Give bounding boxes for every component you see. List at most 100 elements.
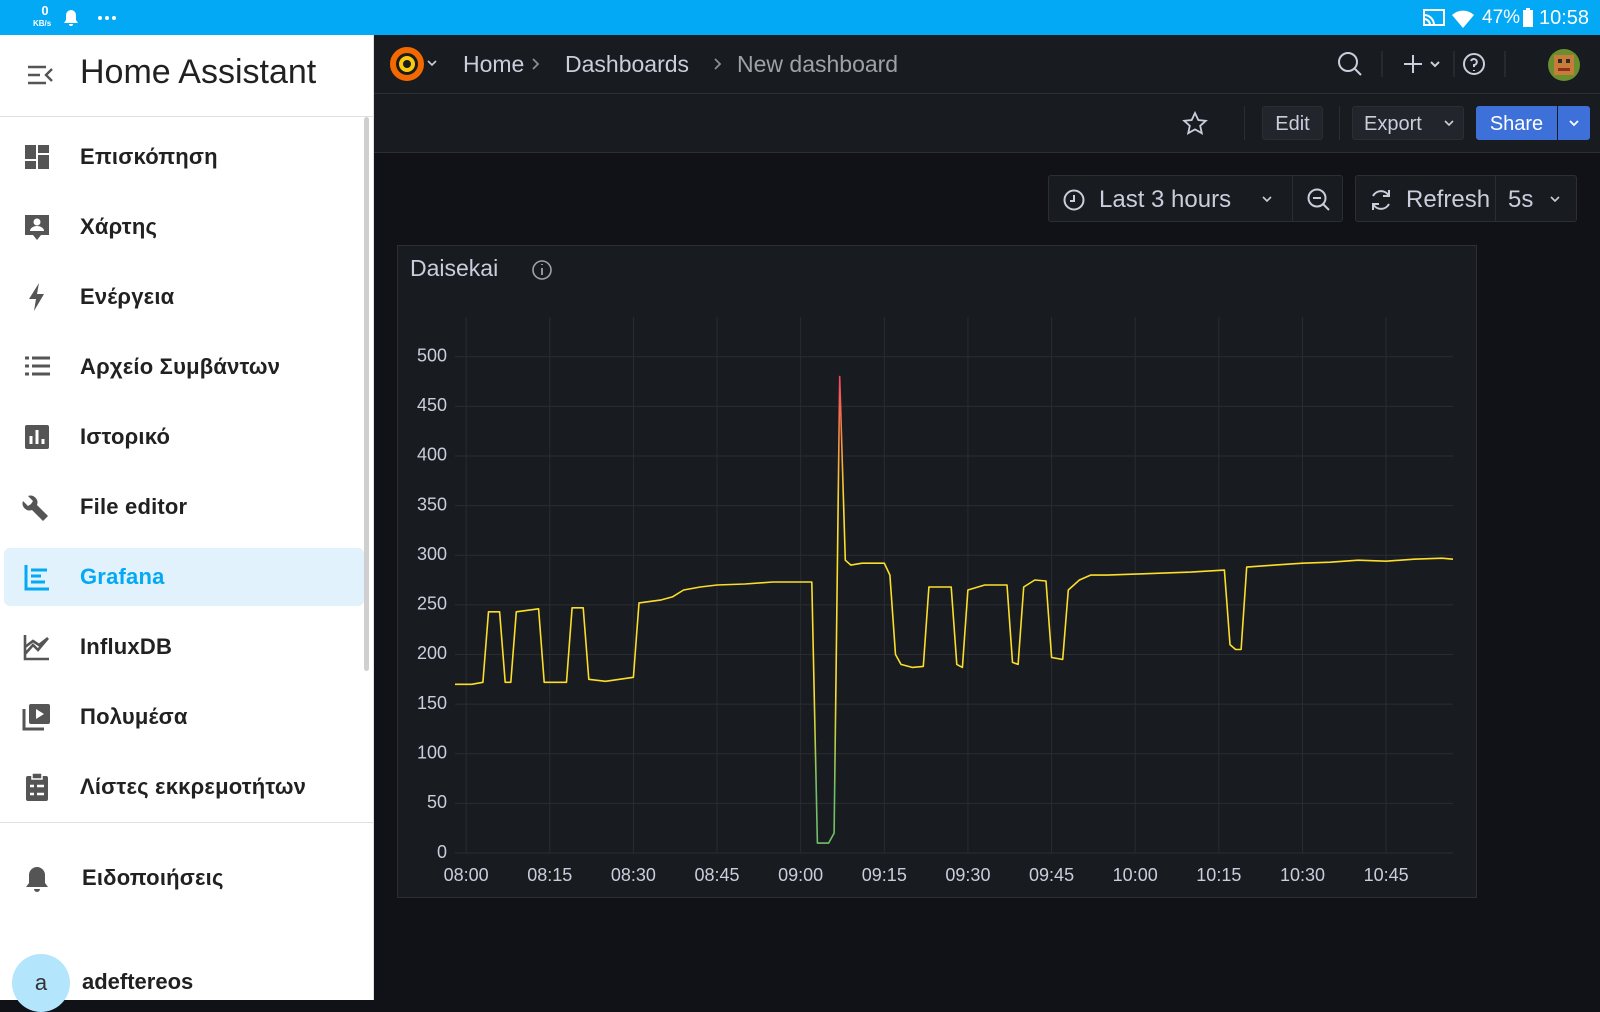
icon xyxy=(26,772,48,801)
clock-icon xyxy=(1063,189,1085,211)
x-tick-label: 08:45 xyxy=(695,865,740,885)
refresh-label: Refresh xyxy=(1406,186,1491,213)
zoom-out-button[interactable] xyxy=(1306,187,1332,213)
divider xyxy=(0,822,373,823)
panel: Daisekai 0 50 100 150 200 250 300 350 400 450 500 0… xyxy=(397,245,1477,898)
divider xyxy=(0,116,373,117)
x-tick-label: 09:00 xyxy=(778,865,823,885)
status-icons xyxy=(64,10,116,26)
breadcrumb[interactable]: Home xyxy=(463,51,525,77)
header-actions[interactable] xyxy=(1335,49,1585,79)
refresh-interval: 5s xyxy=(1508,186,1534,213)
nav-label: Επισκόπηση xyxy=(80,144,218,169)
refresh-icon xyxy=(1372,190,1390,210)
nav-label: Λίστες εκκρεμοτήτων xyxy=(80,774,307,799)
separator xyxy=(1244,106,1245,140)
time-range-picker[interactable]: Last 3 hours xyxy=(1048,175,1343,222)
export-label: Export xyxy=(1364,113,1422,135)
scrollbar xyxy=(364,117,369,671)
nav-label: Πολυμέσα xyxy=(80,704,188,729)
x-tick-label: 10:45 xyxy=(1364,865,1409,885)
nav-label: Ειδοποιήσεις xyxy=(82,865,224,890)
x-tick-label: 08:15 xyxy=(527,865,572,885)
y-tick-label: 500 xyxy=(417,345,447,365)
icon xyxy=(25,425,49,449)
nav-item[interactable]: Πολυμέσα xyxy=(4,688,364,746)
time-range-label: Last 3 hours xyxy=(1099,186,1232,213)
user-avatar[interactable]: a xyxy=(12,954,70,1012)
y-tick-label: 400 xyxy=(417,445,447,465)
separator xyxy=(1339,106,1340,140)
share-menu-button[interactable] xyxy=(1558,106,1590,140)
chevron-down xyxy=(1444,120,1454,127)
breadcrumb[interactable]: Dashboards xyxy=(565,51,690,77)
export-button[interactable]: Export xyxy=(1352,106,1464,140)
separator xyxy=(1292,176,1293,221)
chevron xyxy=(532,58,540,70)
chevron xyxy=(714,58,722,70)
cast-wifi-icons xyxy=(1423,9,1474,28)
x-tick-label: 10:30 xyxy=(1280,865,1325,885)
battery-icon xyxy=(1523,8,1533,27)
network-speed: 0 xyxy=(41,3,49,18)
network-unit: KB/s xyxy=(33,19,52,28)
nav-item[interactable]: File editor xyxy=(4,478,364,536)
nav-item[interactable]: Ενέργεια xyxy=(4,268,364,326)
icon xyxy=(25,215,49,240)
nav-item[interactable]: Χάρτης xyxy=(4,198,364,256)
chevron-down xyxy=(1262,196,1272,203)
y-tick-label: 450 xyxy=(417,395,447,415)
icon xyxy=(22,495,48,521)
nav-label: Χάρτης xyxy=(80,214,158,239)
nav-item[interactable]: Λίστες εκκρεμοτήτων xyxy=(4,758,364,816)
icon xyxy=(29,283,44,311)
icon xyxy=(25,145,49,169)
nav-item[interactable]: Επισκόπηση xyxy=(4,128,364,186)
nav-item[interactable]: Ιστορικό xyxy=(4,408,364,466)
x-tick-label: 08:30 xyxy=(611,865,656,885)
data-line xyxy=(455,375,1454,844)
menu-button[interactable] xyxy=(26,63,56,89)
share-button[interactable]: Share xyxy=(1476,106,1557,140)
y-tick-label: 200 xyxy=(417,643,447,663)
sidebar: Home Assistant Επισκόπηση Χάρτης Ενέργει… xyxy=(0,35,374,1012)
clock: 10:58 xyxy=(1539,7,1590,29)
icon xyxy=(24,565,49,591)
info-icon[interactable] xyxy=(532,260,552,280)
y-tick-label: 50 xyxy=(427,792,447,812)
status-bar: 0 KB/s 47% 10:58 xyxy=(0,0,1600,35)
nav-item[interactable]: InfluxDB xyxy=(4,618,364,676)
chevron-down xyxy=(1550,196,1560,203)
refresh-picker[interactable]: Refresh 5s xyxy=(1355,175,1577,222)
y-tick-label: 150 xyxy=(417,693,447,713)
edit-button[interactable]: Edit xyxy=(1262,106,1323,140)
icon xyxy=(26,867,48,892)
separator xyxy=(1495,176,1496,221)
grafana-logo[interactable] xyxy=(388,45,438,83)
notifications[interactable]: Ειδοποιήσεις xyxy=(4,849,364,907)
y-tick-label: 300 xyxy=(417,544,447,564)
panel-title: Daisekai xyxy=(410,255,498,281)
y-tick-label: 100 xyxy=(417,742,447,762)
app-title: Home Assistant xyxy=(80,53,317,91)
nav-label: File editor xyxy=(80,494,188,519)
nav-label: Grafana xyxy=(80,564,165,589)
user-name[interactable]: adeftereos xyxy=(82,969,194,994)
battery-level: 47% xyxy=(1482,7,1521,28)
nav-label: InfluxDB xyxy=(80,634,173,659)
nav-label: Αρχείο Συμβάντων xyxy=(80,354,281,379)
chevron-down xyxy=(1569,120,1579,127)
grafana-header: Home Dashboards New dashboard xyxy=(374,35,1600,94)
y-tick-label: 0 xyxy=(437,842,447,862)
nav-item[interactable]: Grafana xyxy=(4,548,364,606)
x-tick-label: 09:15 xyxy=(862,865,907,885)
x-tick-label: 10:00 xyxy=(1113,865,1158,885)
chart: Daisekai 0 50 100 150 200 250 300 350 400 450 500 0… xyxy=(410,255,1454,885)
y-tick-label: 250 xyxy=(417,594,447,614)
nav-item[interactable]: Αρχείο Συμβάντων xyxy=(4,338,364,396)
star-button[interactable] xyxy=(1181,110,1209,138)
x-tick-label: 10:15 xyxy=(1196,865,1241,885)
profile-avatar[interactable] xyxy=(1546,47,1582,83)
x-tick-label: 08:00 xyxy=(444,865,489,885)
icon xyxy=(22,704,50,731)
